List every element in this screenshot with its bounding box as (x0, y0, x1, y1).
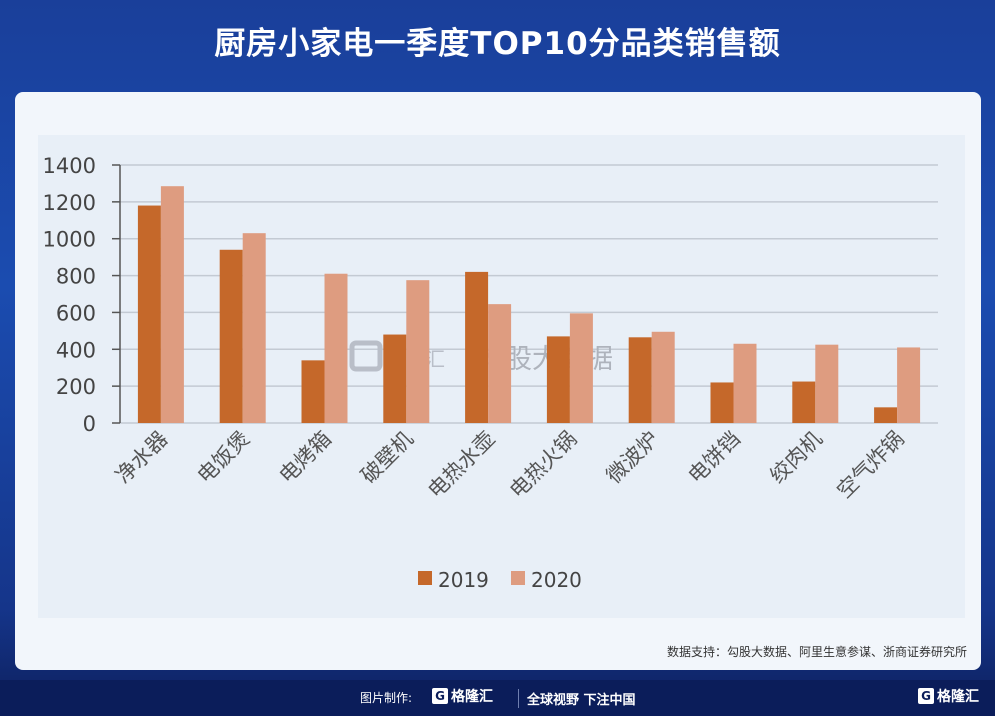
y-tick-label: 800 (56, 265, 96, 289)
bar-2020-电饼铛 (733, 343, 757, 423)
footer: 图片制作: G 格隆汇 全球视野 下注中国 G 格隆汇 (0, 680, 995, 716)
bar-2020-电热火锅 (569, 313, 593, 423)
watermark-logo-icon (349, 340, 383, 372)
bar-2019-净水器 (137, 205, 161, 423)
page-title: 厨房小家电一季度TOP10分品类销售额 (214, 26, 781, 62)
y-tick-label: 1200 (43, 191, 96, 215)
y-tick-label: 0 (83, 412, 96, 436)
bar-2020-电热水壶 (488, 304, 512, 423)
y-tick-label: 1400 (43, 154, 96, 178)
bar-2019-电饭煲 (219, 249, 243, 423)
bar-2020-电饭煲 (242, 233, 266, 423)
footer-logo: G 格隆汇 (432, 686, 493, 706)
footer-brand: 格隆汇 (451, 689, 493, 705)
logo-icon: G (432, 688, 448, 704)
legend-label: 2020 (531, 568, 582, 592)
bar-2019-破壁机 (383, 334, 407, 423)
bar-2020-破壁机 (406, 280, 430, 423)
bar-2019-微波炉 (628, 337, 652, 423)
bar-2019-空气炸锅 (874, 407, 898, 423)
y-tick-label: 400 (56, 338, 96, 362)
legend-label: 2019 (438, 568, 489, 592)
bar-2020-净水器 (160, 186, 184, 423)
bar-2019-电烤箱 (301, 360, 325, 423)
bar-2019-电热火锅 (546, 336, 570, 423)
y-tick-label: 200 (56, 375, 96, 399)
footer-brand-right: 格隆汇 (937, 689, 979, 705)
bar-2020-微波炉 (651, 331, 675, 423)
logo-icon: G (918, 688, 934, 704)
legend-swatch-2019 (418, 571, 432, 585)
bar-2020-空气炸锅 (897, 347, 921, 423)
y-tick-label: 1000 (43, 228, 96, 252)
footer-slogan: 全球视野 下注中国 (518, 689, 636, 708)
legend-swatch-2020 (511, 571, 525, 585)
bar-2019-绞肉机 (792, 381, 816, 423)
source-note: 数据支持：勾股大数据、阿里生意参谋、浙商证券研究所 (666, 645, 967, 659)
bar-2020-电烤箱 (324, 273, 348, 423)
footer-logo-right: G 格隆汇 (918, 686, 979, 706)
y-tick-label: 600 (56, 301, 96, 325)
bar-2019-电热水壶 (465, 271, 489, 423)
bar-2020-绞肉机 (815, 344, 839, 423)
bar-2019-电饼铛 (710, 382, 734, 423)
footer-made-by: 图片制作: (360, 691, 413, 705)
